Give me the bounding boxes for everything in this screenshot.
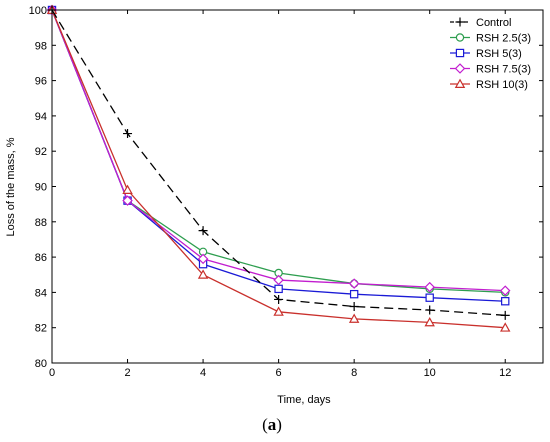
y-tick-label-4: 88 — [35, 217, 47, 229]
y-tick-label-2: 84 — [35, 287, 47, 299]
legend-marker-3 — [454, 63, 466, 74]
x-tick-label-2: 4 — [200, 367, 206, 379]
caption-letter: a — [268, 415, 277, 434]
x-tick-label-4: 8 — [351, 367, 357, 379]
legend-label-0: Control — [476, 17, 511, 29]
legend-marker-4 — [454, 78, 466, 88]
legend-label-1: RSH 2.5(3) — [476, 33, 531, 45]
series-2 — [47, 5, 510, 306]
y-tick-label-10: 100 — [29, 5, 47, 17]
legend: Control RSH 2.5(3) RSH 5(3) RSH 7.5(3) RSH 1… — [450, 17, 531, 91]
series-0-point-5 — [425, 305, 435, 315]
figure-caption: (a) — [262, 415, 282, 434]
legend-marker-0 — [455, 17, 465, 27]
legend-label-2: RSH 5(3) — [476, 48, 522, 60]
series-4-point-3 — [273, 306, 284, 316]
series-2-point-6 — [501, 297, 510, 306]
x-axis-title: Time, days — [277, 394, 331, 406]
series-4-point-4 — [348, 313, 360, 323]
y-tick-label-1: 82 — [35, 323, 47, 335]
y-tick-label-7: 94 — [35, 111, 47, 123]
series-3-point-3 — [273, 274, 284, 286]
y-tick-label-8: 96 — [35, 76, 47, 88]
x-tick-label-3: 6 — [276, 367, 282, 379]
series-3-point-1 — [122, 195, 133, 206]
series-3-line — [51, 9, 506, 292]
x-tick-label-5: 10 — [424, 367, 436, 379]
y-axis-title: Loss of the mass, % — [5, 137, 17, 236]
series-4-point-2 — [197, 269, 209, 279]
x-tick-label-1: 2 — [124, 367, 130, 379]
series-3-point-4 — [348, 278, 360, 289]
legend-label-3: RSH 7.5(3) — [476, 64, 531, 76]
series-2-point-3 — [274, 284, 283, 294]
y-tick-label-6: 92 — [35, 146, 47, 158]
series-0-point-6 — [500, 310, 510, 320]
series-4-point-6 — [500, 322, 511, 332]
series-3-point-6 — [499, 285, 511, 296]
y-tick-label-3: 86 — [35, 252, 47, 264]
x-tick-label-0: 0 — [49, 367, 55, 379]
y-tick-label-5: 90 — [35, 182, 47, 194]
series-0-point-3 — [274, 294, 284, 304]
legend-marker-1 — [455, 33, 465, 42]
series-0-point-4 — [349, 302, 359, 312]
y-tick-label-9: 98 — [35, 40, 47, 52]
series-2-point-5 — [425, 293, 434, 302]
legend-label-4: RSH 10(3) — [476, 79, 528, 91]
series-0-point-0 — [47, 5, 57, 15]
series-0-point-2 — [198, 226, 208, 236]
series-0 — [47, 5, 510, 320]
series-3 — [46, 4, 511, 296]
series-0-point-1 — [123, 129, 133, 139]
x-tick-label-6: 12 — [499, 367, 511, 379]
plot-area: 0 2 4 6 8 10 12 80 82 84 86 88 90 92 94 96 98 100 Control R… — [29, 4, 544, 379]
series-3-point-5 — [424, 281, 435, 293]
y-tick-label-0: 80 — [35, 358, 47, 370]
caption-close: ) — [276, 415, 282, 434]
series-4-point-5 — [424, 316, 435, 327]
caption-open: ( — [262, 415, 268, 434]
series-2-line — [51, 9, 506, 302]
series-3-point-2 — [197, 253, 209, 265]
series-2-point-4 — [349, 289, 359, 299]
series-4-point-1 — [122, 184, 133, 194]
legend-marker-2 — [455, 48, 465, 58]
series-1 — [47, 5, 510, 297]
series-1-line — [51, 9, 506, 294]
